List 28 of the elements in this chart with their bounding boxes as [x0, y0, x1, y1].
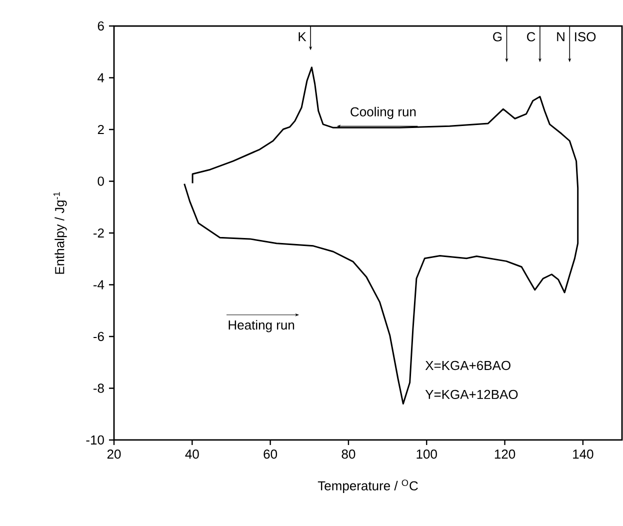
- x-tick-label: 80: [342, 450, 356, 459]
- annotation: X=KGA+6BAO: [425, 360, 510, 370]
- line-series: [184, 66, 579, 405]
- x-tick-label: 40: [185, 450, 199, 459]
- y-tick-label: -4: [93, 280, 104, 290]
- y-tick-label: -10: [86, 435, 104, 445]
- x-tick-label: 20: [107, 450, 121, 459]
- y-tick-label: -8: [93, 384, 104, 393]
- y-tick-label: -6: [93, 332, 104, 342]
- x-axis-title: Temperature / $^{O}$C: [318, 480, 418, 493]
- y-tick-label: 6: [98, 21, 104, 31]
- annotation: N: [557, 32, 564, 42]
- x-tick-label: 120: [494, 450, 516, 459]
- y-tick-label: 2: [98, 124, 104, 134]
- y-tick-label: 4: [98, 73, 104, 82]
- y-tick-label: -2: [93, 228, 104, 238]
- annotation: ISO: [575, 32, 596, 42]
- y-tick-label: 0: [98, 176, 104, 186]
- annotation: K: [298, 32, 306, 42]
- x-tick-label: 100: [416, 450, 437, 459]
- annotation: Y=KGA+12BAO: [425, 390, 518, 400]
- annotation: Cooling run: [350, 106, 416, 119]
- annotation: C: [527, 32, 536, 42]
- x-tick-label: 140: [573, 450, 594, 459]
- annotation: Heating run: [228, 320, 294, 332]
- y-axis-title: Enthalpy / Jg$^{-1}$: [54, 192, 67, 274]
- annotation: G: [493, 32, 502, 42]
- x-tick-label: 60: [264, 450, 278, 459]
